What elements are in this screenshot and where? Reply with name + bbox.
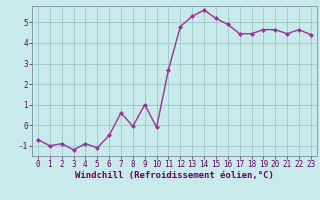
X-axis label: Windchill (Refroidissement éolien,°C): Windchill (Refroidissement éolien,°C)	[75, 171, 274, 180]
